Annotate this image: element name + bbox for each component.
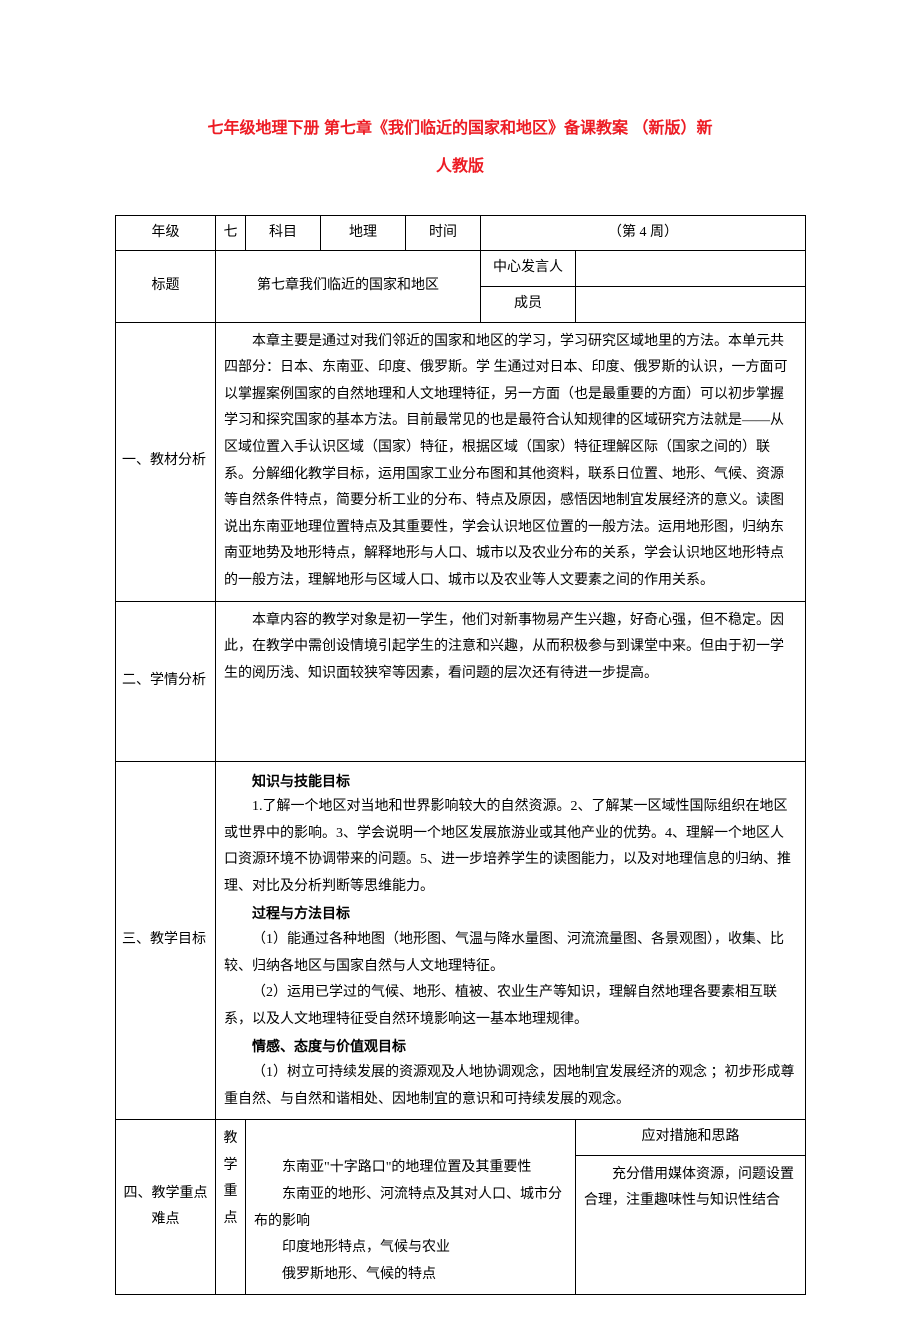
section-3-p1: 1.了解一个地区对当地和世界影响较大的自然资源。2、了解某一区域性国际组织在地区… <box>224 794 797 900</box>
section-4-sub-label: 教学重点 <box>216 1120 246 1295</box>
section-1-label: 一、教材分析 <box>116 322 216 601</box>
member-label: 成员 <box>481 286 576 322</box>
section-4-measure: 充分借用媒体资源，问题设置合理，注重趣味性与知识性结合 <box>576 1155 806 1294</box>
section-1-row: 一、教材分析 本章主要是通过对我们邻近的国家和地区的学习，学习研究区域地里的方法… <box>116 322 806 601</box>
section-2-label: 二、学情分析 <box>116 601 216 761</box>
title-block: 七年级地理下册 第七章《我们临近的国家和地区》备课教案 （新版）新 人教版 <box>115 110 805 187</box>
header-row-1: 年级 七 科目 地理 时间 （第 4 周） <box>116 215 806 251</box>
section-1-text: 本章主要是通过对我们邻近的国家和地区的学习，学习研究区域地里的方法。本单元共四部… <box>224 329 797 595</box>
section-3-label: 三、教学目标 <box>116 761 216 1120</box>
section-2-text: 本章内容的教学对象是初一学生，他们对新事物易产生兴趣，好奇心强，但不稳定。因此，… <box>224 608 797 688</box>
section-3-content: 知识与技能目标 1.了解一个地区对当地和世界影响较大的自然资源。2、了解某一区域… <box>216 761 806 1120</box>
grade-label: 年级 <box>116 215 216 251</box>
chapter-title: 第七章我们临近的国家和地区 <box>216 251 481 322</box>
lesson-plan-table: 年级 七 科目 地理 时间 （第 4 周） 标题 第七章我们临近的国家和地区 中… <box>115 215 806 1296</box>
subject-label: 科目 <box>246 215 321 251</box>
title-line-1: 七年级地理下册 第七章《我们临近的国家和地区》备课教案 （新版）新 <box>115 110 805 148</box>
time-label: 时间 <box>406 215 481 251</box>
section-4-measure-header: 应对措施和思路 <box>576 1120 806 1156</box>
section-3-h1: 知识与技能目标 <box>224 768 797 795</box>
section-2-content: 本章内容的教学对象是初一学生，他们对新事物易产生兴趣，好奇心强，但不稳定。因此，… <box>216 601 806 761</box>
section-3-row: 三、教学目标 知识与技能目标 1.了解一个地区对当地和世界影响较大的自然资源。2… <box>116 761 806 1120</box>
title-label: 标题 <box>116 251 216 322</box>
section-3-h3: 情感、态度与价值观目标 <box>224 1033 797 1060</box>
member-value <box>576 286 806 322</box>
s4-key-l2: 东南亚的地形、河流特点及其对人口、城市分布的影响 <box>254 1182 567 1235</box>
section-3-p2a: （1）能通过各种地图（地形图、气温与降水量图、河流流量图、各景观图），收集、比较… <box>224 927 797 980</box>
section-3-p3: （1）树立可持续发展的资源观及人地协调观念，因地制宜发展经济的观念 ；初步形成尊… <box>224 1060 797 1113</box>
s4-measure-text: 充分借用媒体资源，问题设置合理，注重趣味性与知识性结合 <box>584 1162 797 1215</box>
document-page: 七年级地理下册 第七章《我们临近的国家和地区》备课教案 （新版）新 人教版 年级… <box>0 0 920 1335</box>
speaker-label: 中心发言人 <box>481 251 576 287</box>
subject-value: 地理 <box>321 215 406 251</box>
section-1-content: 本章主要是通过对我们邻近的国家和地区的学习，学习研究区域地里的方法。本单元共四部… <box>216 322 806 601</box>
section-4-header-row: 四、教学重点难点 教学重点 应对措施和思路 <box>116 1120 806 1156</box>
s4-key-l4: 俄罗斯地形、气候的特点 <box>254 1262 567 1289</box>
week-value: （第 4 周） <box>481 215 806 251</box>
section-4-keypoints-top <box>246 1120 576 1156</box>
grade-value: 七 <box>216 215 246 251</box>
s4-key-l1: 东南亚"十字路口"的地理位置及其重要性 <box>254 1155 567 1182</box>
section-3-p2b: （2）运用已学过的气候、地形、植被、农业生产等知识，理解自然地理各要素相互联系，… <box>224 980 797 1033</box>
speaker-value <box>576 251 806 287</box>
s4-key-l3: 印度地形特点，气候与农业 <box>254 1235 567 1262</box>
section-4-keypoints: 东南亚"十字路口"的地理位置及其重要性 东南亚的地形、河流特点及其对人口、城市分… <box>246 1155 576 1294</box>
section-3-h2: 过程与方法目标 <box>224 900 797 927</box>
section-2-row: 二、学情分析 本章内容的教学对象是初一学生，他们对新事物易产生兴趣，好奇心强，但… <box>116 601 806 761</box>
title-line-2: 人教版 <box>115 148 805 186</box>
header-row-2: 标题 第七章我们临近的国家和地区 中心发言人 <box>116 251 806 287</box>
section-4-label: 四、教学重点难点 <box>116 1120 216 1295</box>
